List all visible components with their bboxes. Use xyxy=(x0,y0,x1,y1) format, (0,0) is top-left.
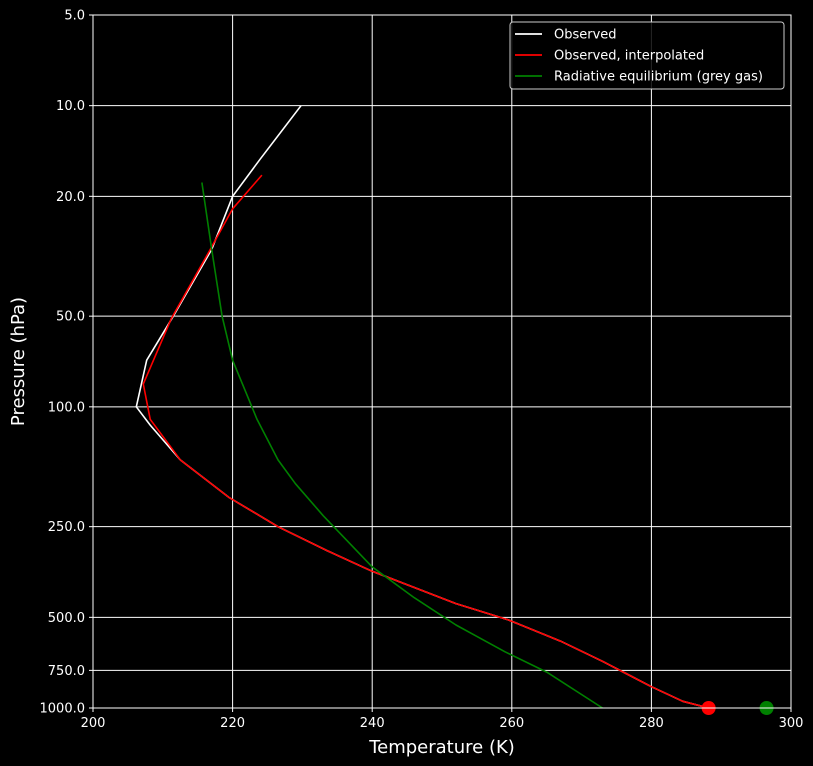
legend-box xyxy=(509,21,785,90)
y-tick-label: 250.0 xyxy=(48,520,85,535)
x-tick-label: 240 xyxy=(360,716,385,731)
x-tick-label: 220 xyxy=(220,716,245,731)
plot-area xyxy=(135,105,709,709)
x-tick-label: 300 xyxy=(779,716,804,731)
legend: Observed Observed, interpolated Radiative … xyxy=(509,21,785,90)
x-axis-label: Temperature (K) xyxy=(368,737,515,758)
y-tick-label: 20.0 xyxy=(56,190,85,205)
series-line-1 xyxy=(142,174,709,709)
x-tick-label: 280 xyxy=(639,716,664,731)
x-tick-label: 260 xyxy=(499,716,524,731)
x-tick-label: 200 xyxy=(81,716,106,731)
y-tick-label: 50.0 xyxy=(56,310,85,325)
y-axis-label: Pressure (hPa) xyxy=(8,297,29,426)
y-tick-label: 1000.0 xyxy=(40,702,86,717)
legend-label-2: Radiative equilibrium (grey gas) xyxy=(554,70,763,85)
y-tick-label: 750.0 xyxy=(48,664,85,679)
legend-label-1: Observed, interpolated xyxy=(554,49,704,64)
y-tick-label: 10.0 xyxy=(56,99,85,114)
y-tick-label: 500.0 xyxy=(48,611,85,626)
x-tick-labels: 200 220 240 260 280 300 xyxy=(81,716,804,731)
y-tick-labels: 5.0 10.0 20.0 50.0 100.0 250.0 500.0 750.0 1000.… xyxy=(40,9,86,717)
series-line-2 xyxy=(201,182,603,709)
y-tick-label: 5.0 xyxy=(64,9,85,24)
legend-label-0: Observed xyxy=(554,28,617,43)
plot-frame xyxy=(92,14,792,709)
y-tick-label: 100.0 xyxy=(48,400,85,415)
